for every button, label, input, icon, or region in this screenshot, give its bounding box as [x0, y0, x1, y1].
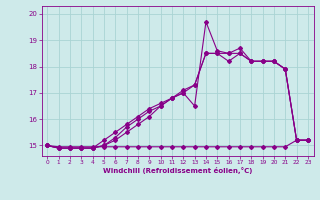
X-axis label: Windchill (Refroidissement éolien,°C): Windchill (Refroidissement éolien,°C) [103, 167, 252, 174]
